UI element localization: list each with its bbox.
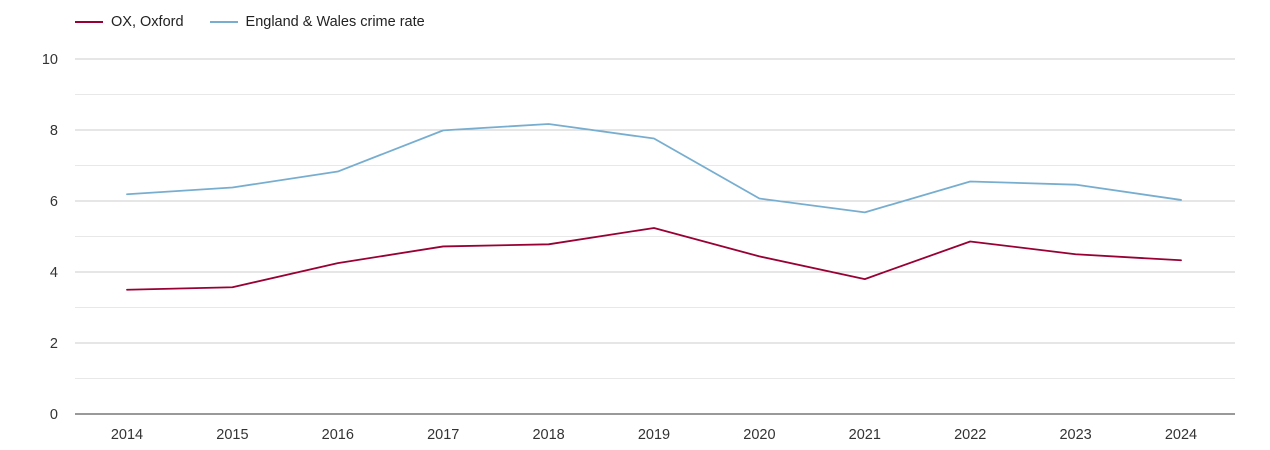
series-line-england-wales[interactable] <box>126 123 1182 214</box>
x-axis-ticks: 2014 2015 2016 2017 2018 2019 2020 2021 2022 2023… <box>111 427 1197 443</box>
x-tick-label: 2019 <box>638 427 670 443</box>
x-tick-label: 2023 <box>1059 427 1091 443</box>
x-tick-label: 2014 <box>111 427 143 443</box>
series-group <box>126 123 1182 291</box>
x-tick-label: 2018 <box>532 427 564 443</box>
x-tick-label: 2015 <box>216 427 248 443</box>
x-tick-label: 2016 <box>322 427 354 443</box>
series-line-oxford[interactable] <box>126 227 1182 291</box>
legend-item-oxford[interactable]: OX, Oxford <box>75 14 184 30</box>
legend-label-england-wales: England & Wales crime rate <box>245 14 425 30</box>
y-tick-label: 4 <box>50 265 58 281</box>
grid-lines <box>75 58 1235 379</box>
legend-item-england-wales[interactable]: England & Wales crime rate <box>209 14 425 30</box>
x-tick-label: 2024 <box>1165 427 1197 443</box>
x-tick-label: 2022 <box>954 427 986 443</box>
x-tick-label: 2021 <box>849 427 881 443</box>
x-tick-label: 2017 <box>427 427 459 443</box>
x-tick-label: 2020 <box>743 427 775 443</box>
y-tick-label: 0 <box>50 407 58 423</box>
y-tick-label: 6 <box>50 194 58 210</box>
legend: OX, Oxford England & Wales crime rate <box>75 14 425 30</box>
legend-label-oxford: OX, Oxford <box>111 14 184 30</box>
legend-swatch-oxford <box>75 21 103 23</box>
legend-swatch-england-wales <box>209 21 238 23</box>
y-tick-label: 10 <box>42 52 58 68</box>
y-tick-label: 8 <box>50 123 58 139</box>
y-tick-label: 2 <box>50 336 58 352</box>
y-axis-ticks: 0 2 4 6 8 10 <box>42 52 58 423</box>
